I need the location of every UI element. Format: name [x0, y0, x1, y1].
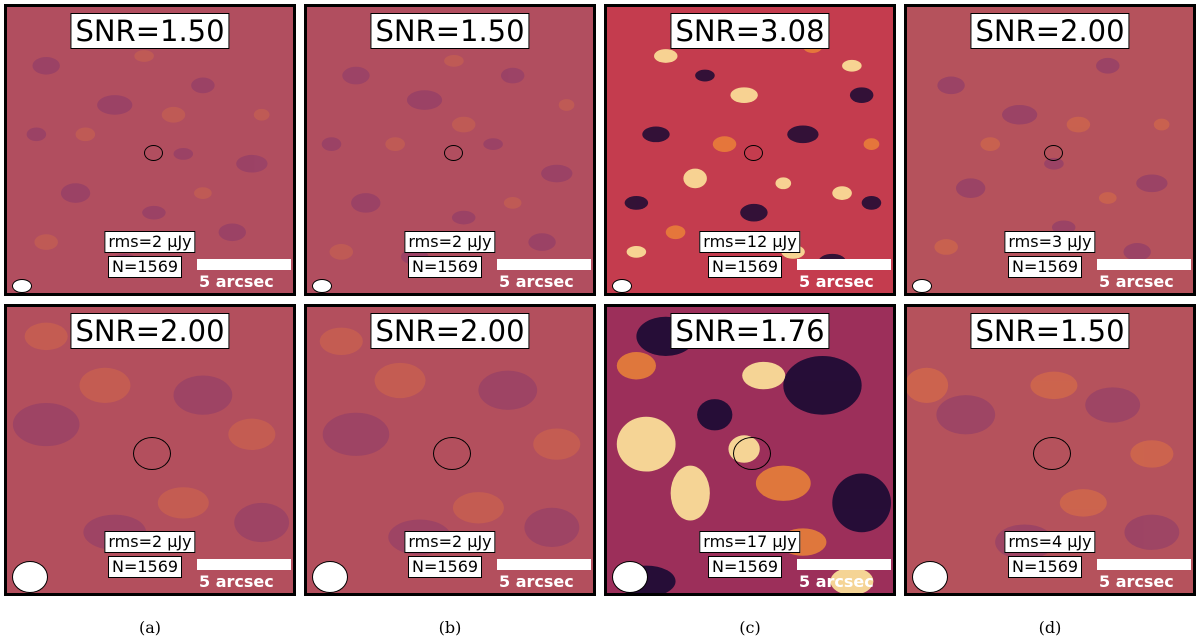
- caption-b: (b): [438, 618, 462, 637]
- stack-count-label: N=1569: [1008, 556, 1083, 578]
- beam-ellipse: [12, 561, 48, 593]
- scale-bar: [497, 259, 591, 270]
- panel-c-top: SNR=3.08 rms=12 μJy N=1569 5 arcsec: [604, 4, 896, 296]
- panel-d-bottom: SNR=1.50 rms=4 μJy N=1569 5 arcsec: [904, 304, 1196, 596]
- target-aperture: [1033, 437, 1071, 470]
- target-aperture: [144, 145, 163, 161]
- beam-ellipse: [612, 279, 632, 293]
- target-aperture: [444, 145, 463, 161]
- scale-bar: [197, 259, 291, 270]
- panel-d-top: SNR=2.00 rms=3 μJy N=1569 5 arcsec: [904, 4, 1196, 296]
- rms-label: rms=2 μJy: [404, 231, 496, 253]
- snr-label: SNR=1.50: [970, 313, 1130, 349]
- beam-ellipse: [312, 279, 332, 293]
- scale-bar: [797, 559, 891, 570]
- stack-count-label: N=1569: [708, 556, 783, 578]
- panel-c-bottom: SNR=1.76 rms=17 μJy N=1569 5 arcsec: [604, 304, 896, 596]
- rms-label: rms=3 μJy: [1004, 231, 1096, 253]
- beam-ellipse: [912, 279, 932, 293]
- scale-bar-label: 5 arcsec: [499, 572, 574, 591]
- caption-d: (d): [1038, 618, 1062, 637]
- scale-bar: [1097, 559, 1191, 570]
- stack-count-label: N=1569: [1008, 256, 1083, 278]
- rms-label: rms=2 μJy: [404, 531, 496, 553]
- target-aperture: [433, 437, 471, 470]
- beam-ellipse: [912, 561, 948, 593]
- target-aperture: [733, 437, 771, 470]
- stack-count-label: N=1569: [108, 556, 183, 578]
- snr-label: SNR=2.00: [370, 313, 530, 349]
- scale-bar-label: 5 arcsec: [799, 272, 874, 291]
- snr-label: SNR=1.50: [370, 13, 530, 49]
- scale-bar: [1097, 259, 1191, 270]
- snr-label: SNR=3.08: [670, 13, 830, 49]
- scale-bar-label: 5 arcsec: [199, 572, 274, 591]
- stack-count-label: N=1569: [108, 256, 183, 278]
- beam-ellipse: [12, 279, 32, 293]
- rms-label: rms=4 μJy: [1004, 531, 1096, 553]
- scale-bar-label: 5 arcsec: [799, 572, 874, 591]
- scale-bar: [197, 559, 291, 570]
- beam-ellipse: [612, 561, 648, 593]
- rms-label: rms=2 μJy: [104, 531, 196, 553]
- stack-count-label: N=1569: [408, 556, 483, 578]
- rms-label: rms=2 μJy: [104, 231, 196, 253]
- caption-a: (a): [138, 618, 162, 637]
- scale-bar-label: 5 arcsec: [1099, 272, 1174, 291]
- panel-a-bottom: SNR=2.00 rms=2 μJy N=1569 5 arcsec: [4, 304, 296, 596]
- caption-c: (c): [739, 618, 761, 637]
- panel-a-top: SNR=1.50 rms=2 μJy N=1569 5 arcsec: [4, 4, 296, 296]
- scale-bar-label: 5 arcsec: [199, 272, 274, 291]
- panel-b-top: SNR=1.50 rms=2 μJy N=1569 5 arcsec: [304, 4, 596, 296]
- target-aperture: [744, 145, 763, 161]
- rms-label: rms=17 μJy: [699, 531, 801, 553]
- scale-bar: [497, 559, 591, 570]
- scale-bar: [797, 259, 891, 270]
- rms-label: rms=12 μJy: [699, 231, 801, 253]
- stack-count-label: N=1569: [408, 256, 483, 278]
- snr-label: SNR=2.00: [970, 13, 1130, 49]
- snr-label: SNR=1.76: [670, 313, 830, 349]
- stack-count-label: N=1569: [708, 256, 783, 278]
- snr-label: SNR=1.50: [70, 13, 230, 49]
- panel-b-bottom: SNR=2.00 rms=2 μJy N=1569 5 arcsec: [304, 304, 596, 596]
- target-aperture: [1044, 145, 1063, 161]
- scale-bar-label: 5 arcsec: [499, 272, 574, 291]
- snr-label: SNR=2.00: [70, 313, 230, 349]
- beam-ellipse: [312, 561, 348, 593]
- coarse-noise-map: [7, 307, 293, 593]
- stacked-image-grid: SNR=1.50 rms=2 μJy N=1569 5 arcsec SNR=1…: [4, 4, 1196, 596]
- target-aperture: [133, 437, 171, 470]
- scale-bar-label: 5 arcsec: [1099, 572, 1174, 591]
